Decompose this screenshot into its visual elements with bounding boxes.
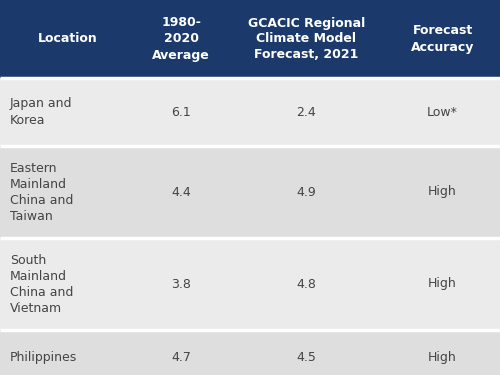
Text: Philippines: Philippines <box>10 351 77 364</box>
Text: Japan and
Korea: Japan and Korea <box>10 98 72 126</box>
Text: GCACIC Regional
Climate Model
Forecast, 2021: GCACIC Regional Climate Model Forecast, … <box>248 16 365 62</box>
Text: South
Mainland
China and
Vietnam: South Mainland China and Vietnam <box>10 254 74 315</box>
Text: 4.7: 4.7 <box>172 351 191 364</box>
Bar <box>0 238 500 330</box>
Text: 4.9: 4.9 <box>296 186 316 198</box>
Text: High: High <box>428 351 457 364</box>
Text: High: High <box>428 278 457 291</box>
Text: Eastern
Mainland
China and
Taiwan: Eastern Mainland China and Taiwan <box>10 162 74 222</box>
Text: 4.4: 4.4 <box>172 186 191 198</box>
Bar <box>0 146 500 238</box>
Bar <box>0 330 500 375</box>
Text: 4.8: 4.8 <box>296 278 316 291</box>
Bar <box>0 0 500 78</box>
Text: High: High <box>428 186 457 198</box>
Text: Low*: Low* <box>427 105 458 118</box>
Bar <box>0 78 500 146</box>
Text: 2.4: 2.4 <box>296 105 316 118</box>
Text: 1980-
2020
Average: 1980- 2020 Average <box>152 16 210 62</box>
Text: 4.5: 4.5 <box>296 351 316 364</box>
Text: 6.1: 6.1 <box>172 105 191 118</box>
Text: 3.8: 3.8 <box>172 278 191 291</box>
Text: Location: Location <box>38 33 98 45</box>
Text: Forecast
Accuracy: Forecast Accuracy <box>411 24 474 54</box>
